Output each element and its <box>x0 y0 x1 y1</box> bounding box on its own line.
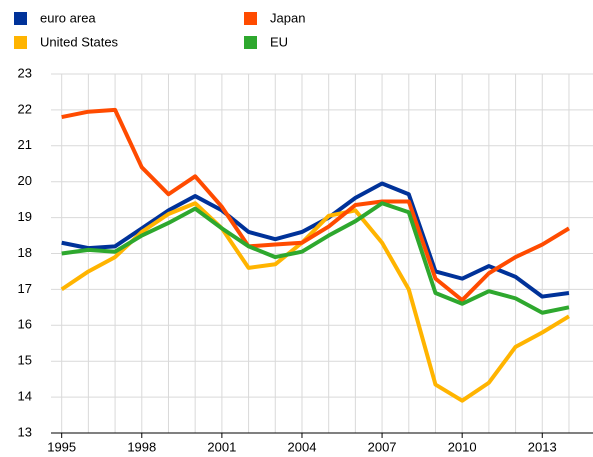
legend-swatch <box>244 36 257 49</box>
line <box>61 201 570 315</box>
y-tick-label: 17 <box>18 281 32 296</box>
x-tick-label: 1998 <box>127 439 156 454</box>
line <box>61 107 571 303</box>
x-tick-label: 2010 <box>448 439 477 454</box>
y-tick-label: 20 <box>18 173 32 188</box>
legend-swatch <box>244 12 257 25</box>
y-tick-label: 21 <box>18 137 32 152</box>
legend-label: euro area <box>40 10 96 25</box>
legend-swatch <box>14 12 27 25</box>
y-tick-label: 13 <box>18 424 32 439</box>
legend-label: EU <box>270 34 288 49</box>
legend-swatch <box>14 36 27 49</box>
x-tick-label: 1995 <box>47 439 76 454</box>
x-tick-label: 2001 <box>207 439 236 454</box>
x-tick-label: 2007 <box>368 439 397 454</box>
y-tick-label: 16 <box>18 317 32 332</box>
x-tick-label: 2013 <box>528 439 557 454</box>
y-tick-label: 14 <box>18 389 32 404</box>
y-tick-label: 15 <box>18 353 32 368</box>
y-tick-label: 22 <box>18 101 32 116</box>
line <box>60 201 571 403</box>
legend-label: United States <box>40 34 119 49</box>
y-tick-label: 18 <box>18 245 32 260</box>
legend-label: Japan <box>270 10 305 25</box>
y-tick-label: 23 <box>18 65 32 80</box>
x-tick-label: 2004 <box>288 439 317 454</box>
line <box>61 181 570 299</box>
y-tick-label: 19 <box>18 209 32 224</box>
